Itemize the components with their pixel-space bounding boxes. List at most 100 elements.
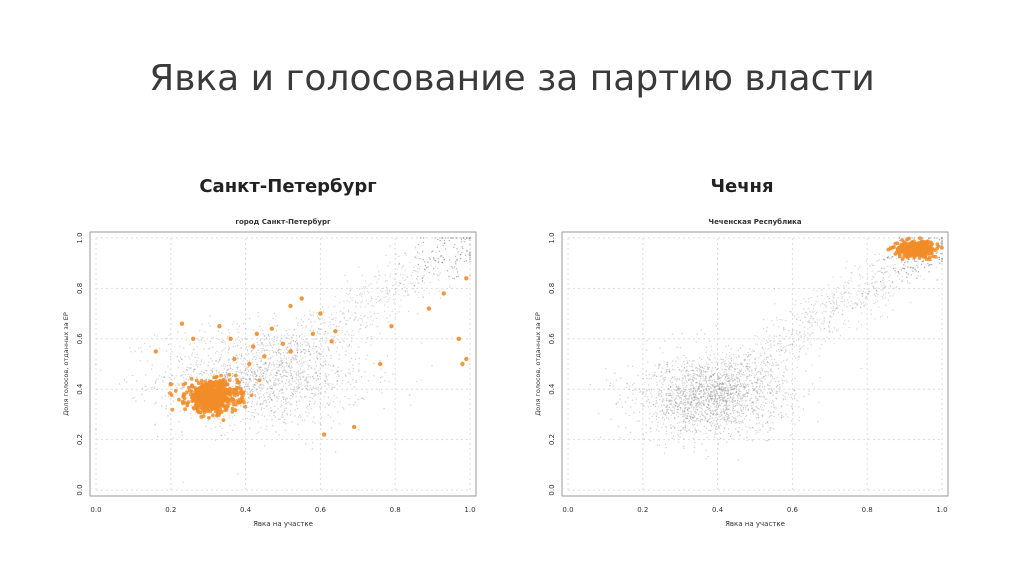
data-point (233, 342, 235, 345)
data-point (742, 394, 744, 397)
data-point (235, 354, 237, 357)
data-point (205, 425, 207, 427)
data-point (740, 405, 742, 407)
data-point (278, 434, 280, 436)
data-point (655, 411, 657, 414)
data-point (709, 380, 711, 382)
data-point (712, 410, 714, 413)
data-point (271, 419, 273, 421)
data-point (328, 316, 330, 319)
data-point (891, 281, 894, 284)
data-point (244, 365, 246, 368)
data-point (254, 372, 256, 374)
data-point (746, 431, 748, 433)
data-point (286, 352, 289, 355)
data-point (297, 379, 299, 381)
data-point (299, 351, 302, 354)
data-point (324, 357, 326, 360)
data-point (355, 379, 357, 382)
data-point (734, 379, 736, 382)
data-point (168, 376, 170, 379)
data-point (673, 369, 675, 371)
data-point (289, 367, 291, 369)
data-point (760, 390, 762, 392)
data-point (916, 260, 918, 263)
data-point (224, 403, 227, 405)
data-point (260, 360, 262, 362)
data-point (262, 330, 264, 332)
data-point (285, 375, 288, 377)
data-point (664, 425, 667, 428)
data-point (757, 431, 759, 433)
data-point (673, 416, 676, 418)
data-point (296, 347, 298, 349)
data-point (738, 395, 741, 397)
data-point (708, 394, 710, 397)
data-point (423, 268, 425, 271)
data-point (270, 387, 273, 390)
data-point (221, 377, 226, 382)
data-point (259, 384, 261, 386)
data-point (705, 377, 708, 379)
data-point (703, 396, 705, 398)
data-point (299, 368, 302, 370)
data-point (180, 387, 182, 390)
data-point (221, 418, 226, 423)
data-point (328, 403, 330, 406)
data-point (878, 259, 881, 261)
data-point (312, 311, 314, 313)
data-point (748, 354, 750, 356)
data-point (360, 376, 363, 378)
data-point (351, 314, 353, 316)
data-point (739, 383, 742, 385)
data-point (273, 363, 275, 366)
data-point (417, 281, 419, 284)
data-point (662, 367, 664, 369)
data-point (212, 346, 214, 348)
data-point (729, 380, 731, 382)
data-point (291, 356, 293, 359)
data-point (710, 406, 712, 408)
data-point (276, 400, 278, 402)
data-point (283, 422, 285, 424)
data-point (724, 406, 727, 408)
data-point (262, 345, 264, 347)
data-point (265, 373, 267, 376)
data-point (326, 379, 329, 381)
data-point (183, 387, 185, 389)
data-point (468, 253, 470, 255)
data-point (631, 384, 634, 386)
data-point (722, 398, 724, 401)
data-point (678, 441, 680, 443)
data-point (657, 421, 659, 424)
data-point (684, 426, 686, 429)
data-point (714, 396, 717, 398)
data-point (216, 384, 221, 388)
data-point (401, 288, 404, 290)
data-point (169, 393, 174, 397)
data-point (769, 381, 771, 384)
data-point (710, 395, 712, 398)
data-point (246, 338, 248, 341)
data-point (234, 396, 237, 398)
data-point (707, 420, 709, 422)
data-point (767, 361, 769, 364)
data-point (682, 411, 684, 413)
data-point (259, 372, 262, 374)
data-point (288, 365, 290, 367)
data-point (723, 361, 725, 363)
data-point (738, 356, 740, 358)
data-point (845, 260, 848, 263)
data-point (728, 408, 730, 410)
data-point (726, 417, 728, 419)
data-point (367, 303, 369, 305)
data-point (767, 383, 769, 386)
x-axis-label: Явка на участке (725, 520, 785, 528)
data-point (177, 383, 179, 385)
data-point (275, 372, 278, 374)
data-point (690, 381, 693, 384)
data-point (227, 368, 229, 370)
data-point (686, 408, 689, 411)
data-point (422, 295, 424, 298)
data-point (387, 265, 389, 267)
